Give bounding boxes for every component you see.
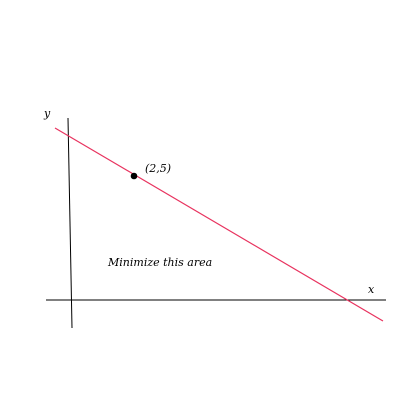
x-axis-label: x xyxy=(368,283,375,296)
point-marker xyxy=(130,172,138,180)
y-axis xyxy=(67,117,73,329)
sloped-line xyxy=(54,127,384,322)
area-label: Minimize this area xyxy=(107,256,212,269)
y-axis-label: y xyxy=(43,107,51,120)
point-label: (2,5) xyxy=(145,162,171,175)
